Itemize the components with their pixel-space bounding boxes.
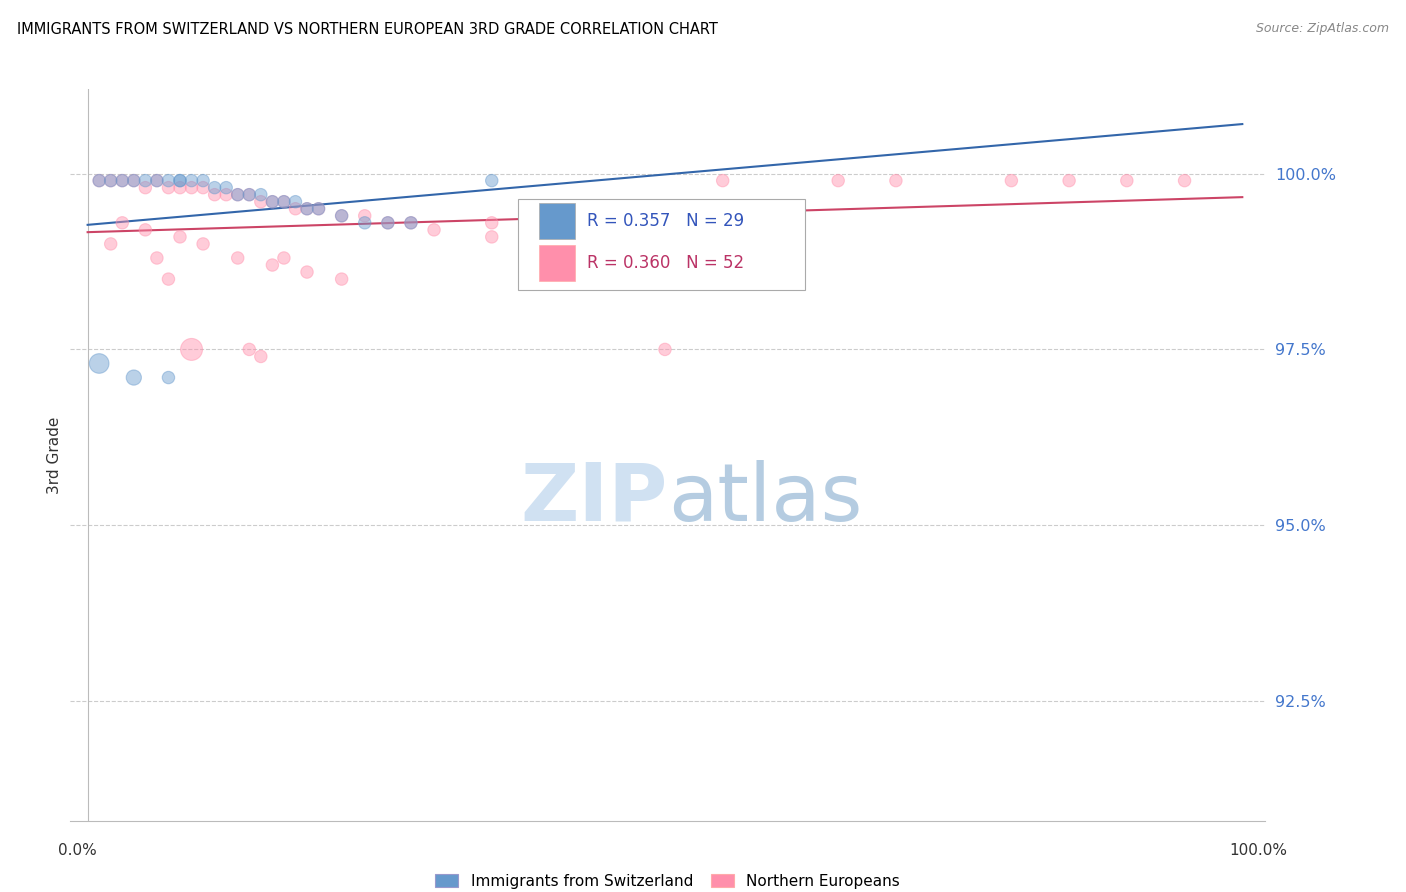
- Text: R = 0.360   N = 52: R = 0.360 N = 52: [586, 254, 744, 272]
- FancyBboxPatch shape: [519, 199, 806, 291]
- Point: [654, 343, 676, 357]
- FancyBboxPatch shape: [538, 244, 575, 281]
- Point: [238, 187, 260, 202]
- Point: [250, 194, 273, 209]
- Point: [273, 194, 295, 209]
- Point: [1057, 174, 1080, 188]
- Point: [538, 251, 561, 265]
- Point: [295, 265, 318, 279]
- Point: [1174, 174, 1197, 188]
- Text: 100.0%: 100.0%: [1229, 843, 1288, 858]
- Point: [191, 180, 214, 194]
- Point: [284, 194, 307, 209]
- Point: [89, 174, 111, 188]
- Point: [1000, 174, 1022, 188]
- Point: [295, 202, 318, 216]
- Point: [377, 216, 399, 230]
- Point: [169, 180, 191, 194]
- Point: [226, 251, 249, 265]
- Point: [284, 202, 307, 216]
- Point: [1115, 174, 1137, 188]
- Point: [262, 194, 284, 209]
- Point: [111, 174, 134, 188]
- Y-axis label: 3rd Grade: 3rd Grade: [46, 417, 62, 493]
- Point: [204, 180, 226, 194]
- Point: [204, 187, 226, 202]
- Point: [111, 216, 134, 230]
- Point: [330, 272, 353, 286]
- Point: [146, 251, 169, 265]
- Point: [481, 216, 503, 230]
- Text: atlas: atlas: [668, 459, 862, 538]
- Point: [169, 174, 191, 188]
- Point: [226, 187, 249, 202]
- Point: [122, 174, 145, 188]
- Point: [122, 174, 145, 188]
- Point: [180, 180, 202, 194]
- Point: [711, 174, 734, 188]
- Point: [215, 180, 238, 194]
- Point: [250, 187, 273, 202]
- Point: [191, 236, 214, 251]
- Point: [308, 202, 330, 216]
- Point: [262, 194, 284, 209]
- Point: [262, 258, 284, 272]
- Point: [180, 343, 202, 357]
- Text: 0.0%: 0.0%: [58, 843, 97, 858]
- Point: [295, 202, 318, 216]
- Point: [481, 230, 503, 244]
- Point: [89, 357, 111, 371]
- Point: [111, 174, 134, 188]
- Point: [238, 187, 260, 202]
- Text: ZIP: ZIP: [520, 459, 668, 538]
- Point: [169, 230, 191, 244]
- Point: [146, 174, 169, 188]
- Point: [399, 216, 422, 230]
- Point: [377, 216, 399, 230]
- Point: [250, 350, 273, 364]
- Point: [399, 216, 422, 230]
- Point: [157, 272, 180, 286]
- Point: [157, 174, 180, 188]
- Legend: Immigrants from Switzerland, Northern Europeans: Immigrants from Switzerland, Northern Eu…: [430, 869, 905, 892]
- Point: [169, 174, 191, 188]
- Point: [100, 174, 122, 188]
- Point: [180, 174, 202, 188]
- Point: [215, 187, 238, 202]
- Point: [134, 223, 156, 237]
- Point: [330, 209, 353, 223]
- Point: [226, 187, 249, 202]
- Point: [538, 236, 561, 251]
- Point: [191, 174, 214, 188]
- Point: [157, 370, 180, 384]
- Point: [353, 216, 375, 230]
- Point: [157, 180, 180, 194]
- Point: [273, 194, 295, 209]
- Point: [481, 174, 503, 188]
- Point: [353, 209, 375, 223]
- Text: R = 0.357   N = 29: R = 0.357 N = 29: [586, 212, 744, 230]
- Point: [884, 174, 907, 188]
- Point: [330, 209, 353, 223]
- Point: [134, 180, 156, 194]
- Point: [89, 174, 111, 188]
- Point: [100, 174, 122, 188]
- Point: [122, 370, 145, 384]
- Point: [146, 174, 169, 188]
- Point: [827, 174, 849, 188]
- Point: [308, 202, 330, 216]
- Point: [423, 223, 446, 237]
- Point: [238, 343, 260, 357]
- Point: [273, 251, 295, 265]
- FancyBboxPatch shape: [538, 202, 575, 239]
- Text: Source: ZipAtlas.com: Source: ZipAtlas.com: [1256, 22, 1389, 36]
- Text: IMMIGRANTS FROM SWITZERLAND VS NORTHERN EUROPEAN 3RD GRADE CORRELATION CHART: IMMIGRANTS FROM SWITZERLAND VS NORTHERN …: [17, 22, 717, 37]
- Point: [134, 174, 156, 188]
- Point: [100, 236, 122, 251]
